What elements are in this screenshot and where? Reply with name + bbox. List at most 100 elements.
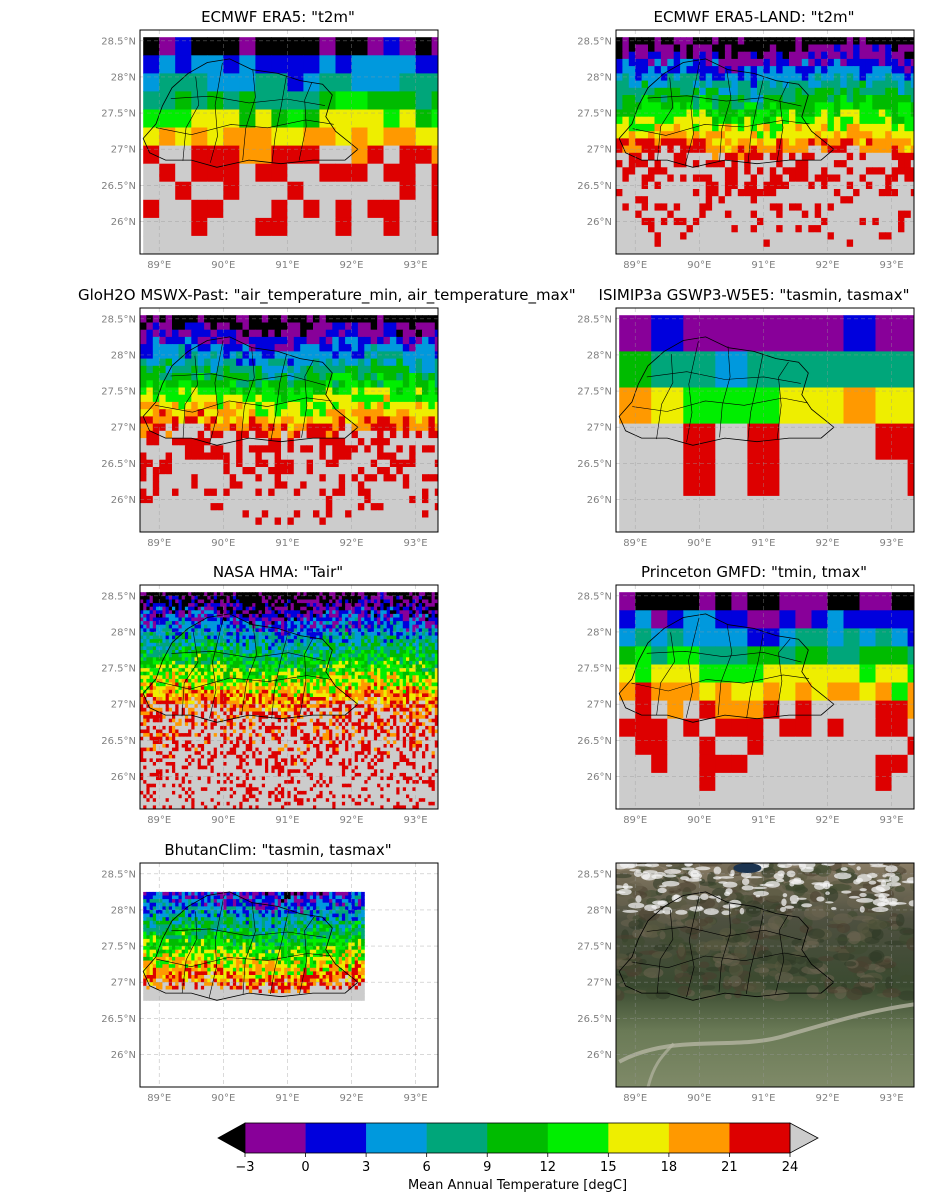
raster-cell [680, 87, 688, 96]
raster-cell [428, 632, 433, 637]
raster-cell [814, 37, 822, 45]
raster-cell [152, 635, 157, 640]
raster-cell [181, 610, 186, 615]
raster-cell [757, 167, 764, 176]
raster-cell [380, 599, 384, 604]
raster-cell [281, 387, 288, 396]
raster-cell [338, 373, 346, 381]
raster-cell [274, 394, 282, 403]
raster-cell [846, 203, 854, 212]
raster-cell [248, 613, 253, 619]
raster-cell [409, 621, 413, 626]
raster-cell [808, 102, 816, 111]
raster-cell [370, 445, 378, 454]
raster-cell [252, 599, 256, 604]
raster-cell [248, 517, 256, 526]
raster-cell [290, 617, 295, 622]
raster-cell [396, 401, 404, 410]
raster-cell [425, 592, 429, 597]
raster-cell [910, 95, 914, 103]
raster-cell [406, 592, 410, 597]
raster-cell [731, 138, 739, 147]
raster-cell [287, 650, 292, 655]
raster-cell [293, 336, 301, 345]
raster-cell [341, 599, 346, 604]
raster-cell [172, 329, 179, 338]
raster-cell [434, 610, 438, 615]
raster-cell [789, 160, 796, 168]
raster-cell [393, 599, 397, 604]
raster-cell [438, 618, 442, 622]
raster-cell [191, 217, 208, 237]
raster-cell [232, 595, 237, 600]
raster-cell [204, 592, 208, 597]
raster-cell [750, 123, 758, 132]
raster-cell [396, 595, 400, 600]
raster-cell [319, 254, 336, 273]
raster-cell [322, 599, 327, 604]
raster-cell [821, 131, 829, 139]
raster-cell [660, 44, 668, 53]
raster-cell [354, 642, 359, 647]
raster-cell [284, 603, 288, 608]
raster-cell [801, 138, 809, 147]
raster-cell [341, 628, 346, 633]
raster-cell [223, 452, 231, 461]
raster-cell [162, 653, 167, 658]
raster-cell [341, 592, 346, 597]
raster-cell [293, 617, 298, 622]
raster-cell [204, 387, 212, 396]
raster-cell [287, 430, 295, 439]
map-plot: 89°E 90°E 91°E 92°E 93°E28.5°N28°N27.5°N27°N… [101, 307, 439, 549]
raster-cell [705, 232, 713, 241]
raster-cell [367, 613, 372, 619]
raster-cell [396, 617, 400, 622]
raster-cell [853, 95, 861, 103]
raster-cell [428, 351, 436, 360]
raster-cell [178, 635, 183, 640]
raster-cell [865, 116, 873, 125]
raster-cell [319, 452, 327, 461]
raster-cell [389, 650, 394, 655]
raster-cell [364, 599, 368, 604]
raster-cell [699, 44, 707, 53]
raster-cell [769, 87, 777, 96]
raster-cell [373, 646, 378, 651]
raster-cell [229, 373, 237, 381]
raster-cell [364, 409, 372, 417]
raster-cell [744, 37, 752, 45]
raster-cell [370, 452, 378, 461]
raster-cell [782, 167, 790, 176]
raster-cell [255, 351, 263, 360]
raster-cell [281, 315, 288, 323]
raster-cell [172, 642, 176, 647]
raster-cell [178, 423, 186, 432]
raster-cell [255, 621, 260, 626]
raster-cell [191, 235, 208, 254]
raster-cell [383, 592, 388, 597]
raster-cell [853, 87, 861, 96]
raster-cell [197, 613, 202, 619]
raster-cell [268, 329, 276, 338]
raster-cell [654, 181, 662, 190]
raster-cell [216, 365, 224, 374]
raster-cell [207, 55, 224, 74]
raster-cell [277, 635, 282, 640]
raster-cell [210, 503, 218, 511]
raster-cell [907, 315, 914, 352]
raster-cell [345, 467, 353, 475]
raster-cell [232, 599, 237, 604]
raster-cell [197, 351, 205, 360]
raster-cell [396, 635, 400, 640]
raster-cell [146, 438, 154, 446]
raster-cell [140, 603, 144, 608]
raster-cell [731, 254, 738, 262]
raster-cell [220, 650, 224, 655]
raster-cell [737, 37, 745, 45]
raster-cell [194, 603, 199, 608]
raster-cell [146, 510, 154, 519]
raster-cell [660, 95, 668, 103]
raster-cell [415, 73, 433, 92]
raster-cell [175, 624, 179, 629]
raster-cell [885, 131, 893, 139]
